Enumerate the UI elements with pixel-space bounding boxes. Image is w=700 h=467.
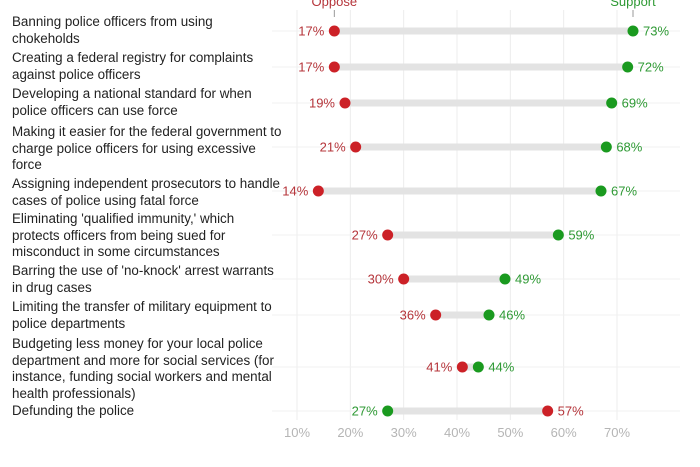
- support-dot: [483, 309, 495, 321]
- x-tick-label: 70%: [604, 425, 630, 440]
- row-label: Eliminating 'qualified immunity,' which …: [12, 211, 235, 259]
- legend-support-label: Support: [610, 0, 656, 9]
- row-label: Making it easier for the federal governm…: [12, 124, 282, 172]
- row-lines: [272, 30, 680, 412]
- oppose-value-label: 30%: [368, 272, 394, 287]
- support-value-label: 69%: [622, 96, 648, 111]
- support-dot: [627, 25, 639, 37]
- oppose-dot: [312, 185, 324, 197]
- oppose-value-label: 19%: [309, 96, 335, 111]
- grid-layer: [296, 10, 618, 420]
- x-tick-label: 40%: [444, 425, 470, 440]
- support-dot: [622, 61, 634, 73]
- value-labels: 17% 73% 17% 72% 19% 69% 21% 68% 14% 67% 27% 59% 30% 4…: [282, 24, 669, 419]
- support-dot: [600, 141, 612, 153]
- oppose-dot: [328, 61, 340, 73]
- support-dot: [606, 97, 618, 109]
- support-dot: [499, 273, 511, 285]
- support-value-label: 49%: [515, 272, 541, 287]
- support-dot: [552, 229, 564, 241]
- support-value-label: 59%: [568, 228, 594, 243]
- oppose-value-label: 41%: [426, 360, 452, 375]
- oppose-dot: [339, 97, 351, 109]
- support-dot: [595, 185, 607, 197]
- row-label: Barring the use of 'no-knock' arrest war…: [12, 263, 274, 295]
- x-tick-label: 60%: [551, 425, 577, 440]
- support-value-label: 27%: [352, 404, 378, 419]
- support-value-label: 72%: [638, 60, 664, 75]
- legend-header: Oppose Support: [312, 0, 656, 17]
- row-label: Assigning independent prosecutors to han…: [12, 176, 281, 208]
- row-label: Developing a national standard for when …: [12, 86, 252, 118]
- dots: [312, 25, 639, 417]
- legend-oppose-label: Oppose: [312, 0, 358, 9]
- oppose-dot: [398, 273, 410, 285]
- support-dot: [472, 361, 484, 373]
- oppose-value-label: 14%: [282, 184, 308, 199]
- oppose-value-label: 17%: [298, 24, 324, 39]
- row-label: Limiting the transfer of military equipm…: [12, 299, 272, 331]
- support-value-label: 68%: [616, 140, 642, 155]
- x-tick-label: 50%: [497, 425, 523, 440]
- oppose-dot: [350, 141, 362, 153]
- oppose-value-label: 36%: [400, 308, 426, 323]
- oppose-dot: [456, 361, 468, 373]
- oppose-value-label: 17%: [298, 60, 324, 75]
- x-axis-ticks: 10% 20% 30% 40% 50% 60% 70%: [284, 425, 630, 440]
- row-label: Banning police officers from using choke…: [12, 14, 213, 46]
- x-tick-label: 20%: [337, 425, 363, 440]
- x-tick-label: 30%: [391, 425, 417, 440]
- row-label: Creating a federal registry for complain…: [12, 50, 254, 82]
- support-value-label: 67%: [611, 184, 637, 199]
- oppose-value-label: 57%: [558, 404, 584, 419]
- oppose-value-label: 27%: [352, 228, 378, 243]
- support-value-label: 44%: [488, 360, 514, 375]
- support-value-label: 73%: [643, 24, 669, 39]
- row-label: Budgeting less money for your local poli…: [12, 336, 274, 401]
- oppose-dot: [542, 405, 554, 417]
- x-tick-label: 10%: [284, 425, 310, 440]
- support-value-label: 46%: [499, 308, 525, 323]
- support-dot: [382, 405, 394, 417]
- row-label: Defunding the police: [12, 403, 135, 418]
- bars: [318, 27, 633, 415]
- oppose-dot: [328, 25, 340, 37]
- oppose-dot: [430, 309, 442, 321]
- oppose-value-label: 21%: [320, 140, 346, 155]
- oppose-dot: [382, 229, 394, 241]
